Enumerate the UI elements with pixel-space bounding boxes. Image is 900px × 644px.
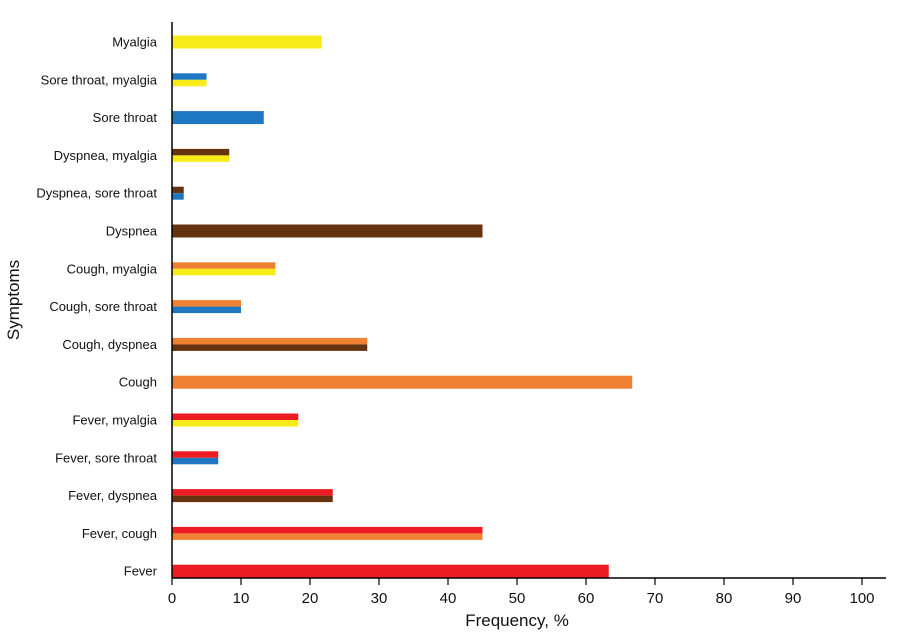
x-tick-label-0: 0 [168,590,176,607]
category-label-fever-cough: Fever, cough [82,526,157,541]
category-label-fever: Fever [124,564,158,579]
category-label-cough-myalgia: Cough, myalgia [67,261,158,276]
category-label-cough-sore-throat: Cough, sore throat [49,299,157,314]
bar-fever-fever [172,564,609,578]
x-tick-label-20: 20 [302,590,319,607]
bar-cough-sore-throat-cough [172,300,241,307]
bar-cough-dyspnea-dyspnea [172,344,368,351]
bar-fever-cough-fever [172,526,483,534]
category-label-fever-sore-throat: Fever, sore throat [55,450,157,465]
bar-fever-myalgia-myalgia [172,420,299,427]
category-label-sore-throat: Sore throat [93,110,158,125]
bar-fever-sore-throat-sore-throat [172,457,219,465]
y-axis-title: Symptoms [4,260,23,340]
bar-sore-throat-myalgia-myalgia [172,79,207,87]
category-label-dyspnea-sore-throat: Dyspnea, sore throat [36,186,157,201]
bar-cough-dyspnea-cough [172,337,368,345]
x-tick-label-70: 70 [647,590,664,607]
category-labels: Fever Fever, cough Fever, dyspnea Fever, so… [36,35,157,579]
bar-fever-dyspnea-dyspnea [172,495,333,503]
bar-dyspnea-sore-throat-dyspnea [172,186,184,194]
x-axis-title: Frequency, % [465,611,569,630]
x-tick-label-40: 40 [440,590,457,607]
x-tick-label-90: 90 [785,590,802,607]
bar-cough-myalgia-myalgia [172,268,276,276]
category-label-cough: Cough [119,375,157,390]
x-tick-label-60: 60 [578,590,595,607]
bar-sore-throat-myalgia-sore-throat [172,73,207,80]
bar-cough-myalgia-cough [172,262,276,269]
x-tick-label-30: 30 [371,590,388,607]
bar-cough-sore-throat-sore-throat [172,306,241,314]
bar-fever-cough-cough [172,533,483,540]
bar-fever-myalgia-fever [172,413,299,420]
x-tick-label-50: 50 [509,590,526,607]
category-label-fever-dyspnea: Fever, dyspnea [68,488,158,503]
bars-group [172,35,633,578]
category-label-cough-dyspnea: Cough, dyspnea [62,337,157,352]
bar-dyspnea-myalgia-myalgia [172,155,230,162]
bar-fever-dyspnea-fever [172,489,333,496]
x-tick-label-10: 10 [233,590,250,607]
category-label-myalgia: Myalgia [112,35,158,50]
x-tick-label-100: 100 [849,590,874,607]
x-axis-ticks: 0 10 20 30 40 50 60 70 80 90 100 [168,578,875,607]
bar-fever-sore-throat-fever [172,451,219,458]
x-tick-label-80: 80 [716,590,733,607]
category-label-fever-myalgia: Fever, myalgia [72,413,157,428]
category-label-dyspnea-myalgia: Dyspnea, myalgia [54,148,158,163]
bar-myalgia-myalgia [172,35,322,49]
category-label-sore-throat-myalgia: Sore throat, myalgia [41,72,158,87]
category-label-dyspnea: Dyspnea [106,224,158,239]
bar-dyspnea-sore-throat-sore-throat [172,193,184,200]
bar-cough-cough [172,375,633,389]
bar-dyspnea-myalgia-dyspnea [172,148,230,156]
bar-dyspnea-dyspnea [172,224,483,238]
bar-sore-throat-sore-throat [172,111,264,125]
